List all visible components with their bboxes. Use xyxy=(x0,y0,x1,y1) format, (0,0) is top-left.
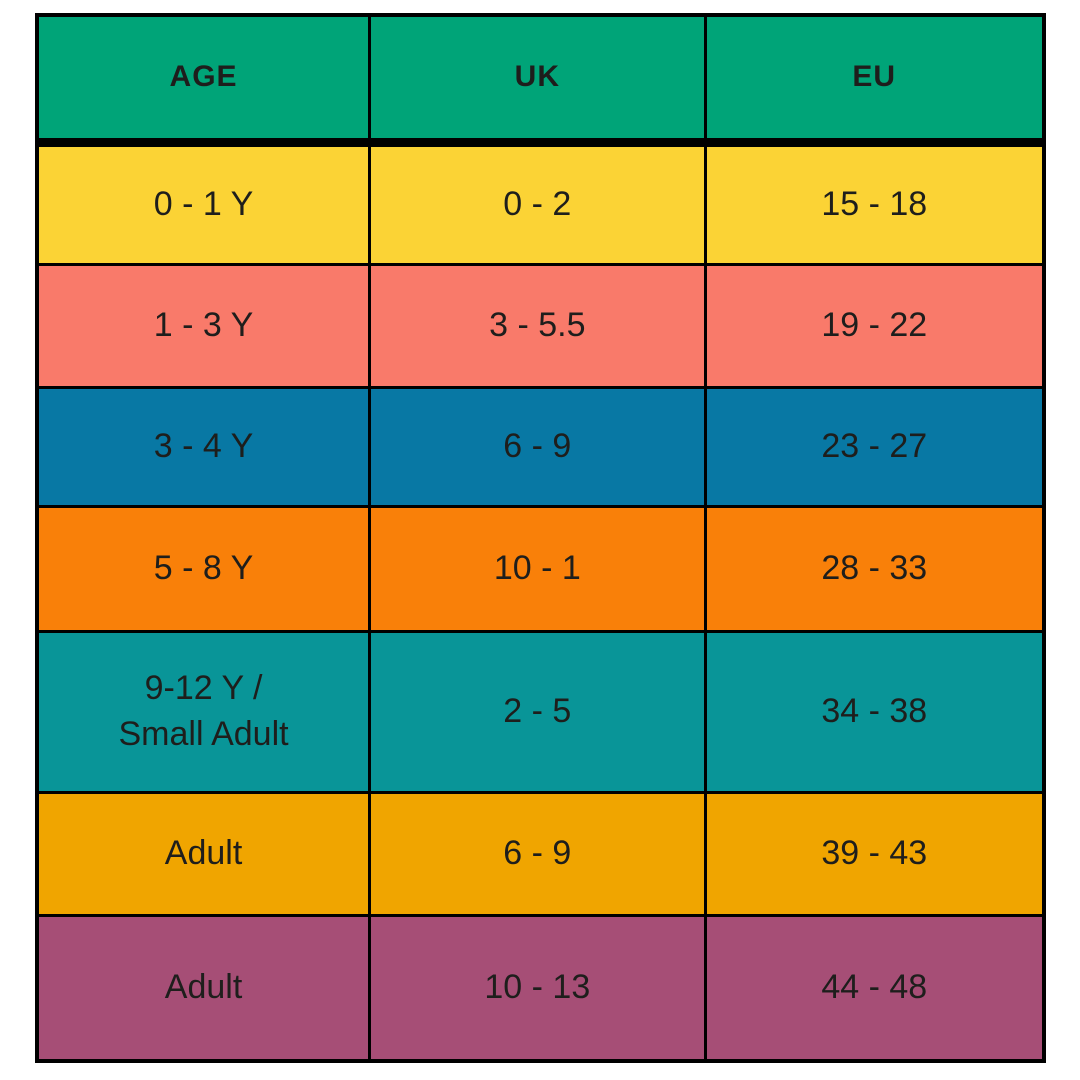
table-header-row: AGE UK EU xyxy=(39,17,1042,147)
age-cell: 9-12 Y / Small Adult xyxy=(39,633,372,791)
table-row: Adult 10 - 13 44 - 48 xyxy=(39,917,1042,1059)
uk-size-cell: 0 - 2 xyxy=(371,147,707,263)
uk-size-cell: 6 - 9 xyxy=(371,794,707,914)
eu-size-cell: 28 - 33 xyxy=(821,549,928,588)
table-row: Adult 6 - 9 39 - 43 xyxy=(39,794,1042,917)
column-header-uk: UK xyxy=(371,17,707,138)
age-cell: 1 - 3 Y xyxy=(39,266,372,386)
eu-size-cell: 19 - 22 xyxy=(821,306,928,345)
uk-size-cell: 6 - 9 xyxy=(371,389,707,505)
age-cell: Adult xyxy=(39,917,372,1059)
table-row: 5 - 8 Y 10 - 1 28 - 33 xyxy=(39,508,1042,633)
eu-size-cell: 23 - 27 xyxy=(821,427,928,466)
table-row: 3 - 4 Y 6 - 9 23 - 27 xyxy=(39,389,1042,508)
table-row: 1 - 3 Y 3 - 5.5 19 - 22 xyxy=(39,266,1042,389)
age-cell: 3 - 4 Y xyxy=(39,389,372,505)
age-cell: 0 - 1 Y xyxy=(39,147,372,263)
age-cell: Adult xyxy=(39,794,372,914)
eu-size-cell: 39 - 43 xyxy=(821,834,928,873)
table-row: 0 - 1 Y 0 - 2 15 - 18 xyxy=(39,147,1042,266)
eu-size-cell: 34 - 38 xyxy=(821,692,928,731)
column-header-age: AGE xyxy=(39,17,372,138)
age-cell: 5 - 8 Y xyxy=(39,508,372,630)
eu-size-cell: 44 - 48 xyxy=(821,968,928,1007)
size-chart-table: AGE UK EU 0 - 1 Y 0 - 2 15 - 18 1 - 3 Y … xyxy=(35,13,1046,1063)
table-row: 9-12 Y / Small Adult 2 - 5 34 - 38 xyxy=(39,633,1042,794)
uk-size-cell: 10 - 1 xyxy=(371,508,707,630)
eu-size-cell: 15 - 18 xyxy=(821,185,928,224)
uk-size-cell: 10 - 13 xyxy=(371,917,707,1059)
uk-size-cell: 2 - 5 xyxy=(371,633,707,791)
uk-size-cell: 3 - 5.5 xyxy=(371,266,707,386)
column-header-eu: EU xyxy=(852,60,897,94)
